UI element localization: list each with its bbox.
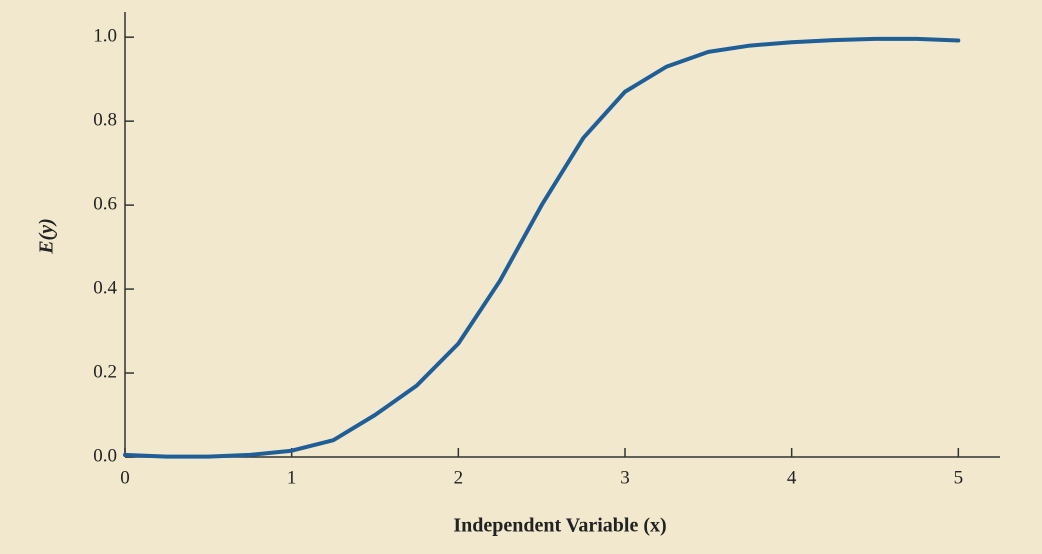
x-tick-label: 0 [120,467,130,488]
y-tick-label: 0.2 [93,361,117,382]
y-tick-label: 0.4 [93,277,117,298]
x-tick-label: 1 [287,467,297,488]
y-tick-label: 0.6 [93,193,117,214]
y-axis-title: E(y) [36,218,58,255]
x-tick-label: 5 [954,467,964,488]
x-tick-label: 3 [620,467,630,488]
x-tick-label: 4 [787,467,797,488]
y-tick-label: 1.0 [93,26,117,47]
curve [123,36,961,459]
y-tick-label: 0.0 [93,445,117,466]
x-tick-label: 2 [454,467,464,488]
y-tick-label: 0.8 [93,110,117,131]
x-axis-title: Independent Variable (x) [453,515,666,537]
